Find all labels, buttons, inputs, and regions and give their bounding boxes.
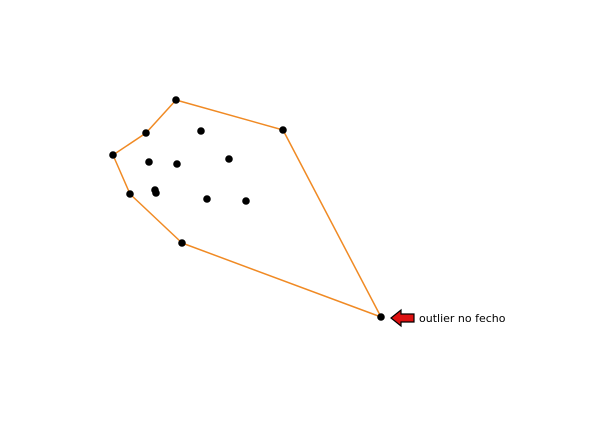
hull-edge bbox=[112, 132, 147, 156]
hull-edge bbox=[175, 99, 284, 131]
data-point bbox=[225, 155, 233, 163]
data-point bbox=[145, 158, 153, 166]
points-layer bbox=[109, 96, 385, 321]
data-point bbox=[197, 127, 205, 135]
data-point bbox=[173, 160, 181, 168]
data-point bbox=[242, 197, 250, 205]
data-point bbox=[203, 195, 211, 203]
data-point bbox=[279, 126, 287, 134]
convex-hull-layer bbox=[112, 99, 382, 318]
data-point bbox=[178, 239, 186, 247]
annotation-arrow-icon bbox=[390, 308, 415, 328]
hull-edge bbox=[282, 129, 382, 318]
hull-edge bbox=[145, 99, 177, 134]
data-point bbox=[152, 189, 160, 197]
data-point bbox=[109, 151, 117, 159]
data-point bbox=[126, 190, 134, 198]
hull-edge bbox=[112, 154, 131, 195]
data-point bbox=[172, 96, 180, 104]
annotation-layer: outlier no fecho bbox=[390, 308, 506, 328]
hull-edge bbox=[129, 193, 183, 244]
annotation-label: outlier no fecho bbox=[419, 312, 506, 325]
data-point bbox=[142, 129, 150, 137]
hull-edge bbox=[181, 242, 382, 318]
data-point bbox=[377, 313, 385, 321]
